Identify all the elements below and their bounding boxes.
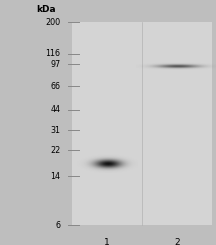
Text: 66: 66	[51, 82, 60, 91]
Text: 97: 97	[50, 60, 60, 69]
Text: 31: 31	[51, 126, 60, 135]
Text: 6: 6	[56, 221, 60, 230]
Bar	[72, 22, 212, 225]
Text: 1: 1	[104, 238, 110, 245]
Text: 14: 14	[51, 172, 60, 181]
Text: 200: 200	[45, 18, 60, 26]
Text: 44: 44	[51, 105, 60, 114]
Text: kDa: kDa	[37, 5, 56, 14]
Text: 116: 116	[46, 49, 60, 58]
Text: 22: 22	[50, 146, 60, 155]
Text: 2: 2	[174, 238, 180, 245]
